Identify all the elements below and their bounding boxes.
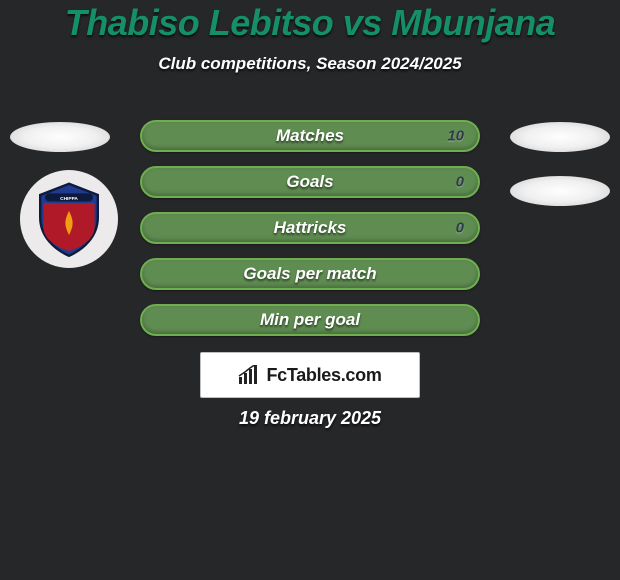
stats-panel: Matches 10 Goals 0 Hattricks 0 Goals per…: [140, 120, 480, 336]
stat-label: Goals per match: [243, 264, 376, 284]
stat-bar-min-per-goal: Min per goal: [140, 304, 480, 336]
stat-value-right: 0: [456, 174, 464, 191]
player-disc-right-2: [510, 176, 610, 206]
stat-bar-goals: Goals 0: [140, 166, 480, 198]
stat-bar-hattricks: Hattricks 0: [140, 212, 480, 244]
stat-value-right: 0: [456, 220, 464, 237]
shield-icon: CHIPPA: [29, 179, 109, 259]
player-disc-right-1: [510, 122, 610, 152]
svg-text:CHIPPA: CHIPPA: [60, 196, 78, 202]
stat-label: Min per goal: [260, 310, 360, 330]
stat-label: Goals: [286, 172, 333, 192]
club-badge-left: CHIPPA: [20, 170, 118, 268]
stat-label: Hattricks: [274, 218, 347, 238]
brand-attribution: FcTables.com: [200, 352, 420, 398]
bar-chart-icon: [238, 365, 260, 385]
stat-bar-matches: Matches 10: [140, 120, 480, 152]
page-title: Thabiso Lebitso vs Mbunjana: [0, 0, 620, 44]
player-disc-left: [10, 122, 110, 152]
stat-bar-goals-per-match: Goals per match: [140, 258, 480, 290]
date-line: 19 february 2025: [0, 408, 620, 429]
brand-text: FcTables.com: [266, 365, 381, 386]
stat-value-right: 10: [447, 128, 464, 145]
page-subtitle: Club competitions, Season 2024/2025: [0, 54, 620, 74]
stat-label: Matches: [276, 126, 344, 146]
